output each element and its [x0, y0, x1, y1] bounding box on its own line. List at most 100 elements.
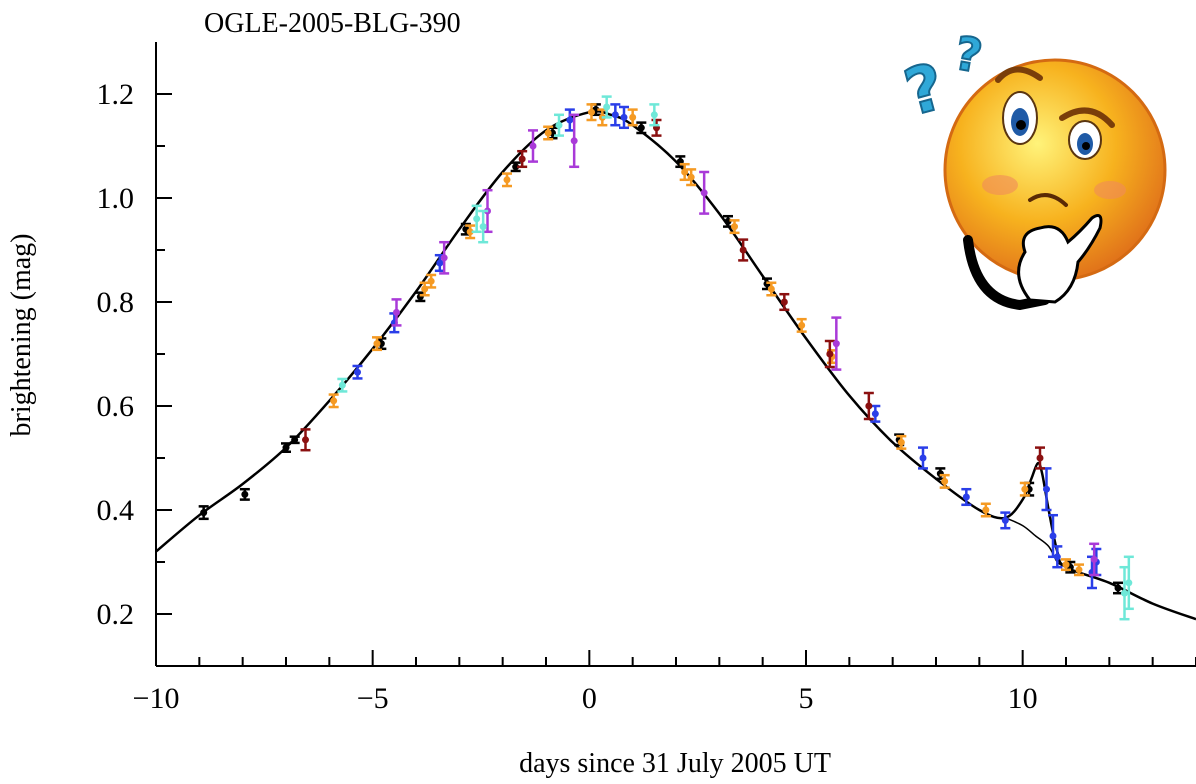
data-point [289, 435, 300, 445]
y-tick-label: 0.8 [97, 286, 135, 319]
x-tick-label: −10 [133, 682, 180, 715]
point-marker [291, 436, 299, 444]
point-marker [1121, 589, 1128, 597]
point-marker [241, 490, 249, 498]
x-tick-label: 0 [582, 682, 597, 715]
data-point [198, 505, 209, 521]
point-marker [570, 137, 578, 145]
point-marker [440, 254, 448, 262]
data-point [300, 428, 311, 452]
point-marker [687, 173, 695, 181]
x-tick-label: 5 [799, 682, 814, 715]
data-point [729, 219, 740, 235]
point-marker [897, 438, 905, 446]
point-marker [1001, 516, 1009, 524]
point-marker [1021, 485, 1029, 493]
data-point [610, 103, 621, 127]
y-tick-label: 0.2 [97, 598, 135, 631]
glove-hand-icon [1017, 214, 1103, 304]
y-tick-label: 1.0 [97, 182, 135, 215]
data-point [554, 113, 564, 137]
data-point [896, 434, 907, 450]
data-point [586, 103, 597, 122]
data-point [649, 103, 660, 127]
point-marker [1075, 566, 1083, 574]
data-point [738, 238, 749, 262]
point-marker [282, 444, 290, 452]
arm [963, 235, 1050, 311]
point-marker [731, 223, 738, 231]
point-marker [529, 142, 537, 150]
point-marker [1036, 454, 1044, 462]
point-marker [436, 259, 444, 267]
data-point [281, 442, 291, 454]
data-point [831, 316, 842, 371]
point-marker [393, 308, 400, 316]
point-marker [603, 103, 611, 111]
point-marker [427, 277, 435, 285]
y-tick-label: 0.6 [97, 390, 135, 423]
data-point [1041, 467, 1052, 512]
data-point [337, 377, 348, 393]
ticks: −10 −5 0 5 10 0.2 0.4 0.6 0.8 1.0 1.2 [97, 78, 1196, 715]
point-marker [354, 368, 361, 376]
point-marker [962, 493, 970, 501]
series-4 [391, 113, 1100, 577]
data-point [1089, 542, 1100, 577]
point-marker [739, 246, 747, 254]
data-point [328, 393, 339, 409]
point-marker [338, 381, 346, 389]
point-marker [373, 340, 381, 348]
y-tick-label: 0.4 [97, 494, 135, 527]
point-marker [200, 509, 208, 517]
point-marker [588, 108, 595, 116]
thinking-face-icon: ? ? [896, 25, 1167, 311]
data-point [699, 170, 710, 215]
data-point [471, 204, 482, 234]
point-marker [982, 506, 990, 514]
data-point [601, 95, 612, 119]
point-marker [330, 397, 338, 405]
data-point [686, 168, 697, 187]
data-point [478, 209, 489, 244]
data-point [1061, 558, 1071, 572]
data-point [1000, 511, 1011, 530]
series-3 [300, 118, 1045, 470]
point-marker [650, 111, 658, 119]
data-point [528, 129, 538, 163]
data-point [1113, 581, 1123, 595]
data-point [961, 487, 972, 507]
data-point [1052, 545, 1063, 569]
point-marker [566, 116, 574, 124]
data-point [510, 161, 521, 173]
point-marker [611, 111, 619, 119]
point-marker [503, 176, 511, 184]
data-point [779, 292, 790, 312]
question-mark-large-icon: ? [897, 50, 952, 131]
y-tick-label: 1.2 [97, 78, 135, 111]
data-point [1123, 555, 1134, 611]
x-tick-label: 10 [1008, 682, 1038, 715]
data-point [1119, 565, 1130, 621]
data-point [1074, 563, 1084, 577]
data-point [569, 113, 580, 169]
x-tick-label: −5 [357, 682, 389, 715]
point-marker [865, 402, 873, 410]
data-point [863, 391, 874, 421]
data-points [198, 95, 1134, 621]
point-marker [1090, 555, 1098, 563]
data-point [980, 502, 991, 518]
point-marker [629, 113, 637, 121]
point-marker [544, 129, 552, 137]
point-marker [941, 477, 949, 485]
point-marker [518, 155, 526, 163]
point-marker [466, 228, 474, 236]
point-marker [780, 298, 788, 306]
point-marker [1062, 561, 1070, 569]
mouth [1028, 193, 1068, 207]
data-point [502, 172, 512, 188]
point-marker [832, 340, 840, 348]
point-marker [620, 113, 628, 121]
point-marker [767, 285, 775, 293]
